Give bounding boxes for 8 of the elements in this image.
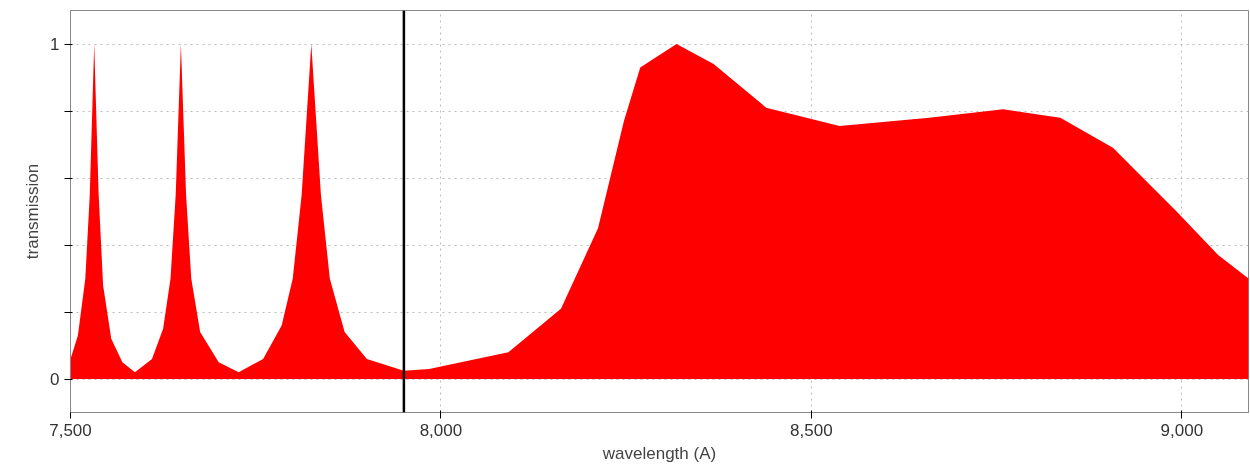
x-axis-title: wavelength (A) [601,443,717,463]
y-tick-label: 1 [50,35,60,54]
x-tick-label: 8,000 [419,420,463,440]
x-tick-label: 8,500 [790,420,833,440]
x-tick-label: 7,500 [49,420,92,440]
y-axis-title: transmission [23,163,43,260]
x-tick-label: 9,000 [1160,420,1204,440]
y-tick-label: 0 [50,370,60,389]
